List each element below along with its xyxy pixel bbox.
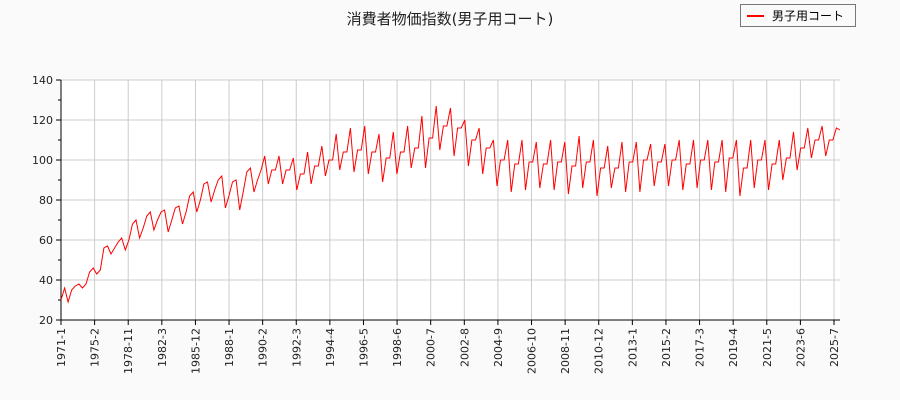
x-tick-label: 1988-1	[223, 328, 236, 367]
x-tick-label: 2006-10	[526, 328, 539, 374]
legend-label: 男子用コート	[772, 9, 845, 23]
y-tick-label: 40	[39, 274, 53, 287]
x-tick-label: 2025-7	[828, 328, 841, 367]
x-tick-label: 2019-4	[727, 328, 740, 367]
x-tick-label: 2015-2	[660, 328, 673, 367]
x-tick-label: 2002-8	[458, 328, 471, 367]
x-tick-label: 1971-1	[55, 328, 68, 367]
series-line	[60, 105, 841, 304]
x-tick-label: 1996-5	[357, 328, 370, 367]
x-tick-label: 1998-6	[391, 328, 404, 367]
legend: 男子用コート	[740, 4, 856, 27]
x-tick-label: 2023-6	[794, 328, 807, 367]
x-tick-label: 2008-11	[559, 328, 572, 374]
y-tick-label: 120	[32, 114, 53, 127]
x-tick-label: 1975-2	[89, 328, 102, 367]
x-tick-label: 1985-12	[189, 328, 202, 374]
x-tick-label: 2000-7	[425, 328, 438, 367]
chart-title: 消費者物価指数(男子用コート)	[346, 10, 554, 28]
x-tick-label: 2013-1	[626, 328, 639, 367]
x-tick-label: 2017-3	[694, 328, 707, 367]
x-tick-label: 1978-11	[122, 328, 135, 374]
y-tick-label: 140	[32, 74, 53, 87]
x-tick-label: 2010-12	[593, 328, 606, 374]
y-tick-label: 80	[39, 194, 53, 207]
y-tick-label: 60	[39, 234, 53, 247]
x-tick-label: 2021-5	[761, 328, 774, 367]
y-tick-label: 20	[39, 314, 53, 327]
y-tick-label: 100	[32, 154, 53, 167]
x-tick-label: 1990-2	[257, 328, 270, 367]
x-tick-label: 1994-4	[324, 328, 337, 367]
x-tick-label: 2004-9	[492, 328, 505, 367]
x-tick-label: 1982-3	[156, 328, 169, 367]
legend-swatch	[747, 14, 764, 17]
x-tick-label: 1992-3	[290, 328, 303, 367]
